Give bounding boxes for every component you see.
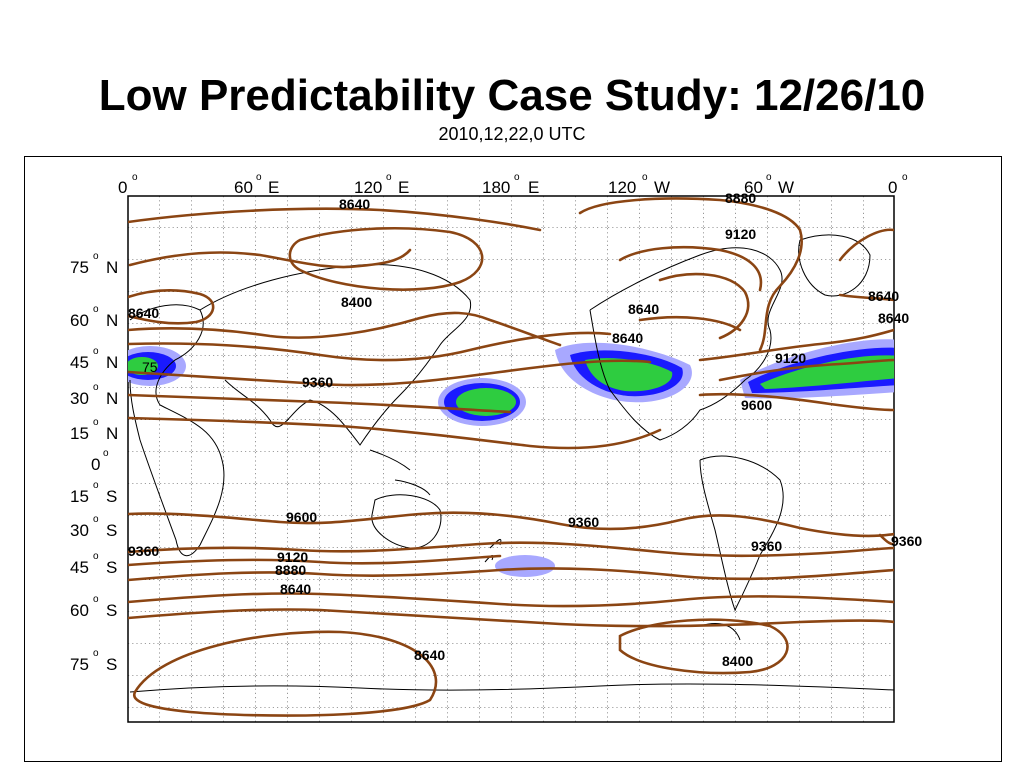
contour-label: 8640 bbox=[414, 647, 445, 663]
contour-label: 75 bbox=[142, 359, 158, 375]
contour-label: 8640 bbox=[628, 301, 659, 317]
degree-symbol: o bbox=[93, 480, 99, 491]
height-contours bbox=[128, 197, 894, 717]
lat-label-hemi: S bbox=[106, 521, 117, 540]
lat-label-deg: 45 bbox=[70, 558, 89, 577]
contour-label: 8640 bbox=[612, 330, 643, 346]
contour-label: 9120 bbox=[277, 549, 308, 565]
graticule bbox=[128, 196, 894, 722]
lon-label-deg: 0 bbox=[888, 178, 897, 197]
map-timestamp: 2010,12,22,0 UTC bbox=[438, 124, 586, 144]
contour-label: 8400 bbox=[722, 653, 753, 669]
contour-label: 8640 bbox=[878, 310, 909, 326]
slide-title: Low Predictability Case Study: 12/26/10 bbox=[98, 71, 926, 120]
lat-label-deg: 15 bbox=[70, 424, 89, 443]
lon-label-hemi: W bbox=[654, 178, 670, 197]
degree-symbol: o bbox=[93, 594, 99, 605]
degree-symbol: o bbox=[93, 514, 99, 525]
degree-symbol: o bbox=[93, 417, 99, 428]
lat-label-hemi: N bbox=[106, 353, 118, 372]
shading-layer bbox=[128, 339, 894, 577]
contour-label: 8880 bbox=[275, 562, 306, 578]
contour-label: 9600 bbox=[286, 509, 317, 525]
lat-label-hemi: S bbox=[106, 487, 117, 506]
lat-label-deg: 0 bbox=[91, 455, 100, 474]
lat-label-deg: 30 bbox=[70, 521, 89, 540]
contour-label: 9120 bbox=[775, 350, 806, 366]
contour-label: 9600 bbox=[741, 397, 772, 413]
lat-label-deg: 30 bbox=[70, 389, 89, 408]
contour-label: 9360 bbox=[128, 543, 159, 559]
degree-symbol: o bbox=[902, 172, 908, 183]
lat-label-hemi: N bbox=[106, 311, 118, 330]
degree-symbol: o bbox=[93, 251, 99, 262]
degree-symbol: o bbox=[93, 346, 99, 357]
lon-label-deg: 120 bbox=[608, 178, 636, 197]
lat-label-deg: 15 bbox=[70, 487, 89, 506]
latitude-labels: 75 o N 60 o N 45 o N 30 o N 15 o N 0 o 1… bbox=[70, 251, 118, 674]
lon-label-hemi: W bbox=[778, 178, 794, 197]
contour-label: 9360 bbox=[302, 374, 333, 390]
contour-label: 9360 bbox=[891, 533, 922, 549]
lon-label-deg: 0 bbox=[118, 178, 127, 197]
lon-label-deg: 180 bbox=[482, 178, 510, 197]
degree-symbol: o bbox=[93, 382, 99, 393]
degree-symbol: o bbox=[514, 172, 520, 183]
degree-symbol: o bbox=[93, 648, 99, 659]
contour-label: 9120 bbox=[725, 226, 756, 242]
lat-label-deg: 60 bbox=[70, 601, 89, 620]
lon-label-deg: 120 bbox=[354, 178, 382, 197]
degree-symbol: o bbox=[766, 172, 772, 183]
lat-label-hemi: N bbox=[106, 424, 118, 443]
degree-symbol: o bbox=[256, 172, 262, 183]
lat-label-deg: 60 bbox=[70, 311, 89, 330]
lat-label-hemi: S bbox=[106, 601, 117, 620]
contour-label: 8640 bbox=[868, 288, 899, 304]
longitude-labels: 0 o 60 o E 120 o E 180 o E 120 o W 60 o … bbox=[118, 172, 908, 197]
contour-label: 8640 bbox=[339, 196, 370, 212]
lon-label-deg: 60 bbox=[234, 178, 253, 197]
degree-symbol: o bbox=[103, 448, 109, 459]
figure-frame bbox=[24, 156, 1002, 762]
contour-label: 8400 bbox=[341, 294, 372, 310]
degree-symbol: o bbox=[642, 172, 648, 183]
degree-symbol: o bbox=[386, 172, 392, 183]
contour-label: 8640 bbox=[128, 305, 159, 321]
lat-label-deg: 75 bbox=[70, 258, 89, 277]
lat-label-hemi: S bbox=[106, 558, 117, 577]
contour-label: 8640 bbox=[280, 581, 311, 597]
lon-label-hemi: E bbox=[268, 178, 279, 197]
contour-label: 9360 bbox=[751, 538, 782, 554]
lon-label-deg: 60 bbox=[744, 178, 763, 197]
lon-label-hemi: E bbox=[398, 178, 409, 197]
contour-label: 9360 bbox=[568, 514, 599, 530]
lat-label-hemi: S bbox=[106, 655, 117, 674]
contour-label: 8880 bbox=[725, 190, 756, 206]
lat-label-hemi: N bbox=[106, 258, 118, 277]
degree-symbol: o bbox=[132, 172, 138, 183]
degree-symbol: o bbox=[93, 304, 99, 315]
lat-label-deg: 45 bbox=[70, 353, 89, 372]
lat-label-deg: 75 bbox=[70, 655, 89, 674]
lat-label-hemi: N bbox=[106, 389, 118, 408]
contour-labels: 8640 8880 9120 8640 8400 8640 8640 8640 … bbox=[128, 190, 922, 669]
lon-label-hemi: E bbox=[528, 178, 539, 197]
degree-symbol: o bbox=[93, 551, 99, 562]
